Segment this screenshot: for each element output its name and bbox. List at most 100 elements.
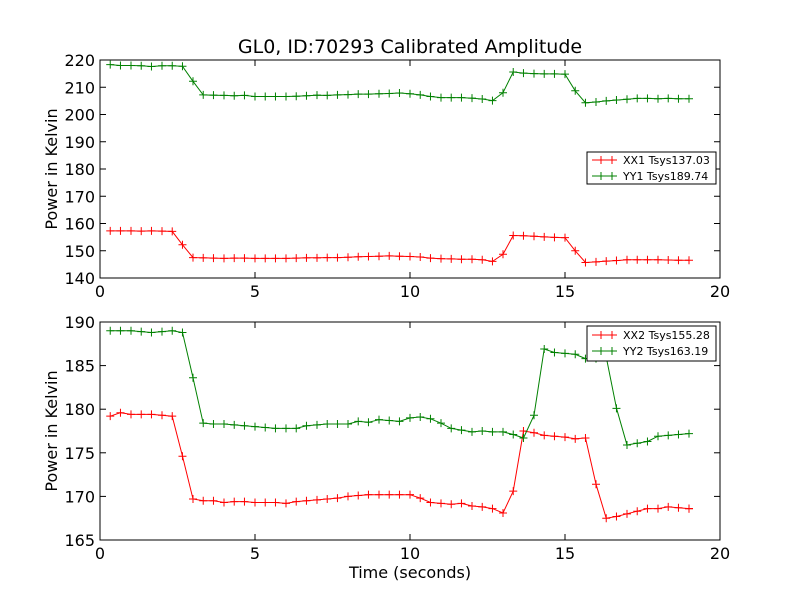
bottom-series-1-point [292,424,301,433]
top-series-1-point [437,93,445,102]
bottom-series-1-point [344,420,352,429]
top-series-1-point [664,94,673,103]
bottom-series-0-point [664,502,673,511]
bottom-series-0-point [199,496,208,505]
bottom-legend-xx-marker [597,331,616,339]
top-series-1-point [447,93,456,102]
top-series-1-point [220,91,228,100]
top-legend-xx-marker [597,156,616,164]
bottom-series-0-point [612,512,621,521]
bottom-series-0-point [643,504,652,513]
bottom-series-1-point [271,424,280,433]
top-ytick-label: 170 [64,187,95,206]
top-series-0-point [385,251,394,260]
top-series-1-point [261,92,270,101]
top-xtick-label: 5 [250,282,260,301]
bottom-xtick-label: 15 [555,544,575,563]
top-series-1-point [571,86,580,95]
bottom-series-1-point [561,349,569,358]
top-series-0-point [581,258,590,267]
top-series-0-point [137,227,146,236]
bottom-series-1-point [664,431,673,440]
bottom-series-1-point [395,417,404,426]
top-legend-xx-label: XX1 Tsys137.03 [623,154,710,167]
top-ytick-label: 210 [64,78,95,97]
top-series-0-point [499,250,507,259]
bottom-series-1-point [116,326,125,335]
bottom-ytick-label: 180 [64,400,95,419]
bottom-series-0-point [592,480,600,489]
bottom-series-1-point [168,326,177,335]
bottom-series-0-point [282,499,290,508]
bottom-series-0-point [447,500,456,509]
bottom-series-1-point [230,420,239,429]
bottom-series-0-point [654,504,662,513]
top-series-1-point [426,92,435,101]
top-series-1-point [478,94,487,103]
bottom-series-1-point [540,345,549,354]
top-series-1-point [178,62,187,71]
chart-title: GL0, ID:70293 Calibrated Amplitude [238,36,582,58]
bottom-series-0-point [271,498,280,507]
bottom-series-1-point [571,350,580,359]
top-series-0-point [261,254,270,263]
top-series-0-point [674,256,683,265]
bottom-series-0-point [158,411,166,420]
top-series-0-point [375,252,383,261]
bottom-series-0-point [437,499,445,508]
top-ytick-label: 160 [64,215,95,234]
top-series-0-point [344,253,352,262]
top-series-0-point [623,255,631,264]
top-series-1-point [106,60,115,69]
bottom-legend: XX2 Tsys155.28 YY2 Tsys163.19 [586,325,717,362]
top-xticks: 0 5 10 15 20 [95,60,730,301]
bottom-series-0-point [178,452,187,461]
bottom-ytick-label: 185 [64,357,95,376]
top-series-1-point [623,95,631,104]
top-series-0-point [313,253,321,262]
top-series-1-point [158,61,166,70]
bottom-series-0-point [633,507,642,516]
bottom-series-1-point [127,326,135,335]
top-series-0-point [592,257,600,266]
bottom-series-1-point [468,427,476,436]
bottom-series-0-point [240,497,249,506]
bottom-series-0-point [344,492,352,501]
bottom-series-1-point [282,424,290,433]
top-xtick-label: 0 [95,282,105,301]
bottom-legend-yy-label: YY2 Tsys163.19 [622,345,708,358]
bottom-xtick-label: 0 [95,544,105,563]
top-series-1-point [302,91,311,100]
bottom-chart: 0 5 10 15 20 165 170 175 180 185 190 Power in Kel… [42,313,730,582]
top-series-1-point [116,61,125,70]
top-legend-box [586,151,717,185]
top-series-1-point [282,92,290,101]
bottom-series-0-point [137,410,146,419]
top-series-1-point [375,89,383,98]
bottom-series-1-point [447,424,456,433]
bottom-series-0-point [623,509,631,518]
top-series-1-point [230,91,239,100]
bottom-series-1-point [685,429,693,438]
bottom-series-0-point [509,487,518,496]
bottom-series-1-point [633,439,642,448]
bottom-series-0-point [499,508,507,517]
bottom-legend-yy-marker [597,347,616,355]
bottom-series-0-point [571,434,580,443]
bottom-ytick-label: 165 [64,531,95,550]
bottom-series-1-point [478,427,487,435]
bottom-series-0-point [302,496,311,505]
bottom-series-1-point [189,373,197,382]
top-series-1-point [674,94,683,103]
top-series-0-point [333,253,342,262]
bottom-series-1-point [550,348,559,357]
bottom-series-1-point [323,420,332,429]
bottom-series-0-point [261,498,270,507]
bottom-series-0-point [540,431,549,440]
top-series-1-point [509,67,518,76]
bottom-series-0-point [550,432,559,441]
top-series-1-point [592,97,600,106]
bottom-series-0-point [406,490,414,499]
top-series-0-point [292,254,301,263]
